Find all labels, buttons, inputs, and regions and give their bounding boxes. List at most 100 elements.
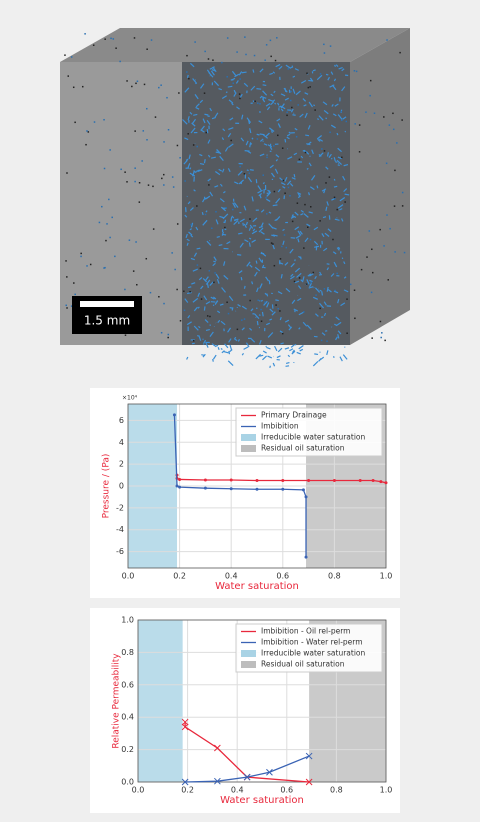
pore [239, 242, 244, 248]
pore-speck [354, 123, 356, 125]
pore [223, 261, 226, 266]
pore-speck [149, 291, 152, 294]
pore-speck [214, 272, 216, 274]
pore [200, 285, 204, 290]
pore-speck [167, 336, 169, 339]
pore [244, 239, 249, 243]
pore [195, 103, 200, 108]
pore [202, 278, 208, 283]
pore [287, 156, 293, 160]
pore [241, 305, 247, 310]
pore [234, 73, 240, 78]
pore-speck [143, 83, 146, 86]
pore [311, 175, 316, 181]
y-axis-label: Pressure / (Pa) [102, 454, 112, 519]
pore-speck [221, 61, 223, 64]
pore [204, 113, 209, 116]
pore [337, 204, 344, 209]
pore-speck [303, 247, 305, 249]
pore-speck [270, 242, 273, 244]
pore [334, 218, 340, 221]
pore [268, 211, 272, 214]
pore [195, 226, 199, 231]
pore [209, 331, 214, 337]
pore-speck [345, 120, 348, 123]
pore [203, 197, 208, 200]
pore [230, 77, 236, 81]
pore [258, 227, 264, 233]
pore [282, 240, 285, 246]
pore [218, 244, 223, 247]
pore-speck [104, 266, 106, 269]
pore [321, 291, 324, 296]
pore [228, 350, 231, 355]
pore-speck [365, 111, 367, 113]
pore [213, 256, 217, 261]
pore-speck [305, 283, 308, 285]
pore-speck [172, 186, 175, 188]
pore-speck [241, 319, 243, 321]
pore-speck [245, 53, 247, 56]
pore-speck [141, 160, 143, 162]
pore [311, 149, 314, 155]
pore [214, 112, 219, 118]
pore [227, 132, 232, 138]
pore-speck [334, 289, 336, 292]
pore [286, 133, 291, 137]
pore [211, 68, 216, 72]
pore [227, 85, 233, 88]
pore [290, 262, 295, 268]
pore [256, 133, 260, 136]
pore-speck [115, 47, 117, 49]
pore-speck [396, 142, 398, 144]
pore-speck [381, 332, 383, 334]
pore [202, 339, 207, 345]
pore [272, 362, 276, 367]
pore [335, 336, 338, 341]
pore [246, 169, 249, 172]
pore [325, 206, 328, 211]
pore [259, 283, 263, 289]
pore [327, 76, 330, 81]
pore-speck [270, 55, 272, 58]
pore [201, 212, 204, 216]
pore [222, 128, 226, 132]
pore [337, 330, 342, 335]
pore-speck [176, 144, 179, 147]
pore-speck [243, 318, 246, 320]
pore [189, 207, 194, 212]
plot-frame [137, 619, 387, 783]
pore [210, 156, 216, 159]
pore [333, 261, 338, 268]
pore [260, 231, 265, 235]
pore [185, 158, 189, 161]
pore [283, 87, 288, 93]
pore [217, 319, 221, 323]
pore [252, 69, 255, 73]
pore [297, 297, 302, 302]
pore [237, 170, 243, 176]
pore-speck [183, 309, 186, 312]
pore-speck [369, 79, 372, 82]
pore-speck [89, 263, 92, 266]
pore [221, 287, 226, 293]
pore-speck [386, 39, 388, 41]
pore [267, 355, 273, 359]
pore-speck [136, 283, 138, 286]
pore [326, 267, 330, 271]
pore-speck [394, 169, 396, 172]
pore-speck [189, 290, 191, 293]
cube-cut [182, 62, 350, 345]
pore-speck [204, 213, 207, 216]
pore [294, 211, 299, 216]
pore [267, 332, 274, 338]
pore [239, 218, 245, 223]
pore [186, 74, 189, 78]
pore-speck [282, 179, 285, 182]
legend-label: Residual oil saturation [261, 660, 345, 669]
pore-speck [334, 197, 336, 200]
pore [198, 336, 202, 341]
pore [213, 260, 217, 263]
marker [175, 484, 179, 488]
pore [266, 293, 269, 297]
